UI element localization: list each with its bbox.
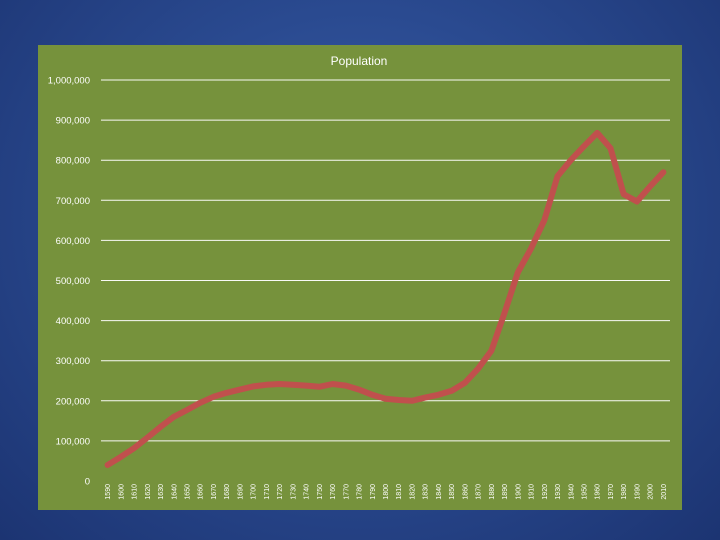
x-tick-label: 1590 [105, 484, 112, 500]
x-tick-label: 1860 [462, 484, 469, 500]
x-tick-label: 1730 [290, 484, 297, 500]
y-tick-label: 400,000 [56, 316, 90, 327]
x-tick-label: 1810 [396, 484, 403, 500]
x-tick-label: 1820 [409, 484, 416, 500]
x-tick-label: 1650 [185, 484, 192, 500]
x-tick-label: 1770 [343, 484, 350, 500]
x-tick-label: 1640 [171, 484, 178, 500]
x-tick-label: 1720 [277, 484, 284, 500]
x-axis-ticks: 1590 1600 1610 1620 1630 1640 1650 1660 1670 1680… [105, 484, 668, 500]
x-tick-label: 1870 [476, 484, 483, 500]
x-tick-label: 1790 [370, 484, 377, 500]
x-tick-label: 1980 [621, 484, 628, 500]
x-tick-label: 1600 [118, 484, 125, 500]
series-line-population [104, 129, 667, 468]
y-tick-label: 1,000,000 [48, 76, 90, 87]
y-tick-label: 600,000 [56, 236, 90, 247]
x-tick-label: 1680 [224, 484, 231, 500]
y-tick-label: 100,000 [56, 436, 90, 447]
gridlines [101, 79, 670, 442]
x-tick-label: 1890 [502, 484, 509, 500]
series-group [104, 129, 667, 468]
y-tick-label: 900,000 [56, 116, 90, 127]
x-tick-label: 1850 [449, 484, 456, 500]
x-tick-label: 1780 [357, 484, 364, 500]
x-tick-label: 1760 [330, 484, 337, 500]
x-tick-label: 2010 [661, 484, 668, 500]
x-tick-label: 1880 [489, 484, 496, 500]
y-tick-label: 200,000 [56, 396, 90, 407]
population-line-chart: Population 0 100,000 200,000 300,000 400,000… [48, 54, 670, 500]
x-tick-label: 1950 [581, 484, 588, 500]
x-tick-label: 1620 [145, 484, 152, 500]
y-tick-label: 500,000 [56, 276, 90, 287]
x-tick-label: 1690 [237, 484, 244, 500]
y-tick-label: 800,000 [56, 156, 90, 167]
chart-title: Population [331, 54, 388, 68]
x-tick-label: 1750 [317, 484, 324, 500]
y-axis-ticks: 0 100,000 200,000 300,000 400,000 500,000 600,… [48, 76, 90, 488]
x-tick-label: 1900 [515, 484, 522, 500]
x-tick-label: 1610 [132, 484, 139, 500]
x-tick-label: 1840 [436, 484, 443, 500]
x-tick-label: 1800 [383, 484, 390, 500]
x-tick-label: 1940 [568, 484, 575, 500]
x-tick-label: 1910 [529, 484, 536, 500]
x-tick-label: 1670 [211, 484, 218, 500]
y-tick-label: 700,000 [56, 196, 90, 207]
y-tick-label: 0 [85, 477, 90, 488]
x-tick-label: 1990 [634, 484, 641, 500]
x-tick-label: 1920 [542, 484, 549, 500]
x-tick-label: 1960 [595, 484, 602, 500]
chart-area: Population 0 100,000 200,000 300,000 400,000… [38, 45, 682, 510]
x-tick-label: 1930 [555, 484, 562, 500]
x-tick-label: 1740 [304, 484, 311, 500]
x-tick-label: 2000 [648, 484, 655, 500]
x-tick-label: 1710 [264, 484, 271, 500]
x-tick-label: 1970 [608, 484, 615, 500]
x-tick-label: 1830 [423, 484, 430, 500]
y-tick-label: 300,000 [56, 356, 90, 367]
x-tick-label: 1660 [198, 484, 205, 500]
x-tick-label: 1630 [158, 484, 165, 500]
x-tick-label: 1700 [251, 484, 258, 500]
